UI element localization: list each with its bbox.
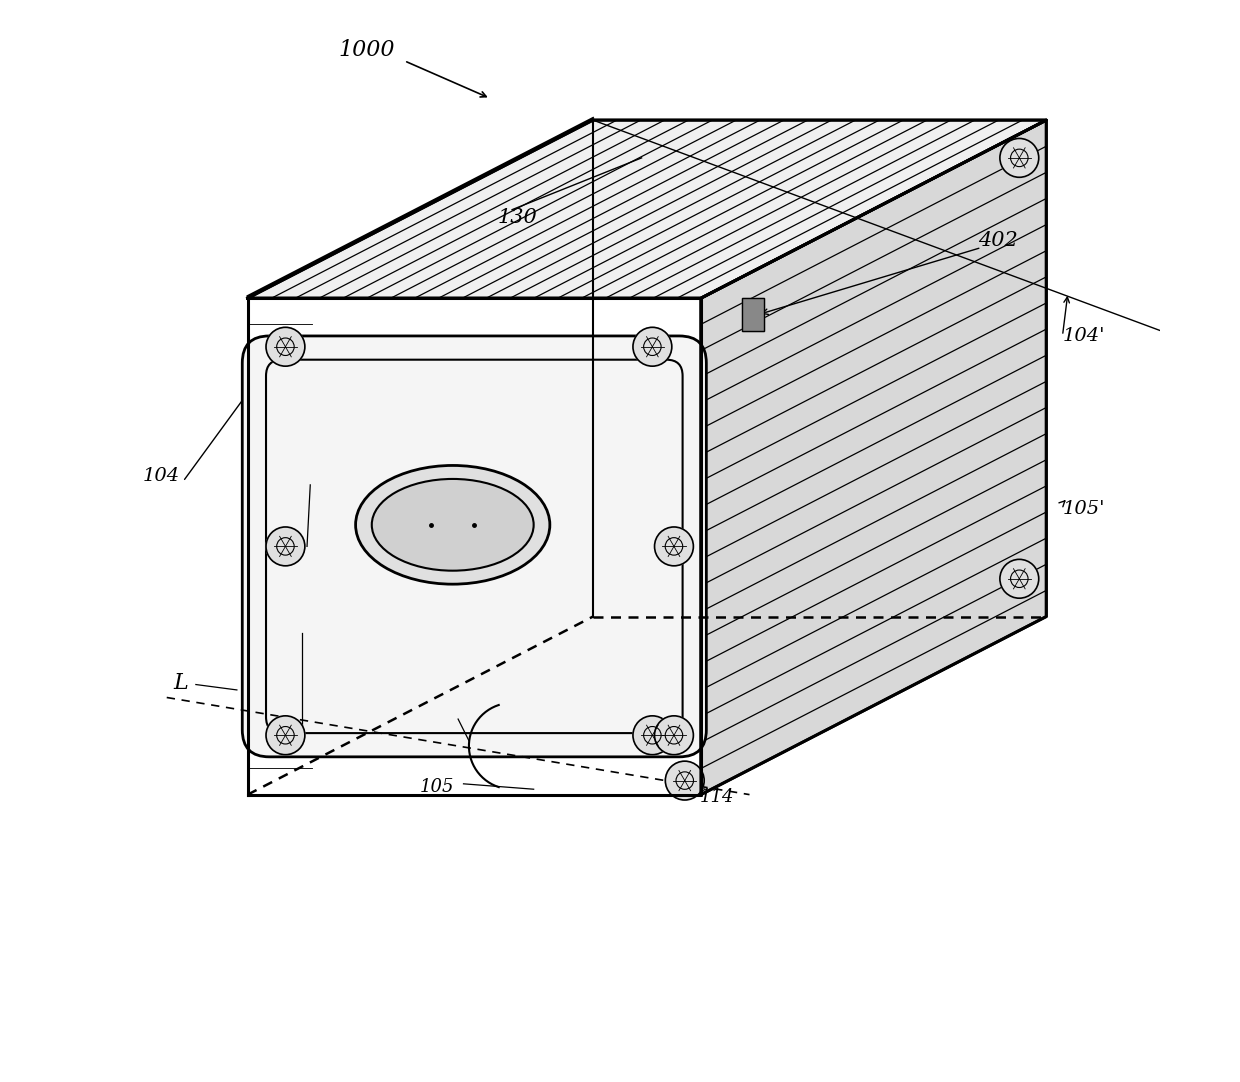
Circle shape — [655, 527, 693, 566]
Polygon shape — [248, 299, 701, 794]
Text: 130: 130 — [497, 208, 537, 227]
Circle shape — [999, 559, 1039, 598]
Text: 306: 306 — [293, 470, 327, 487]
FancyBboxPatch shape — [267, 359, 682, 734]
Bar — [742, 299, 764, 331]
Text: 104: 104 — [143, 467, 180, 485]
Text: 105: 105 — [419, 778, 454, 796]
Text: 304: 304 — [387, 419, 422, 437]
Circle shape — [632, 716, 672, 754]
Ellipse shape — [372, 479, 533, 570]
Text: 114: 114 — [699, 788, 734, 806]
Text: 115: 115 — [424, 712, 459, 730]
Circle shape — [666, 761, 704, 800]
FancyBboxPatch shape — [242, 335, 707, 756]
Polygon shape — [701, 120, 1047, 794]
Text: 308: 308 — [352, 543, 387, 560]
Circle shape — [267, 716, 305, 754]
Circle shape — [655, 716, 693, 754]
Text: 312: 312 — [451, 576, 486, 593]
Text: 105': 105' — [1063, 500, 1105, 517]
Text: 1000: 1000 — [339, 39, 394, 61]
Text: 104': 104' — [1063, 327, 1105, 345]
Ellipse shape — [356, 465, 549, 584]
Text: 402: 402 — [978, 232, 1018, 250]
Text: L: L — [174, 672, 188, 695]
Circle shape — [267, 328, 305, 366]
Circle shape — [267, 527, 305, 566]
Circle shape — [999, 138, 1039, 177]
Text: 310: 310 — [258, 629, 291, 647]
Bar — [742, 299, 764, 331]
Circle shape — [632, 328, 672, 366]
Polygon shape — [248, 120, 1047, 299]
